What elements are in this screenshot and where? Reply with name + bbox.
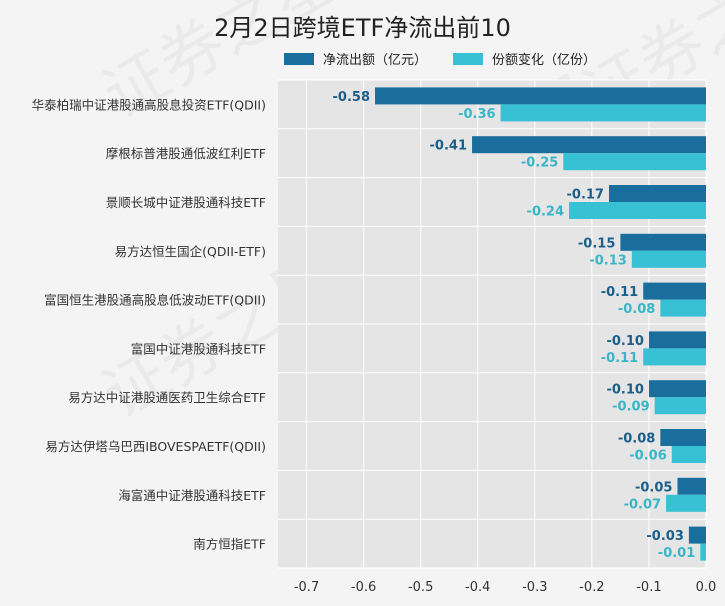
bar-share-change [631,250,706,268]
category-label: 景顺长城中证港股通科技ETF [106,195,266,210]
bar-share-change [643,348,706,366]
category-label: 易方达伊塔乌巴西IBOVESPAETF(QDII) [45,439,266,454]
grid-lines [278,79,707,569]
data-label-share-change: -0.09 [612,400,649,415]
data-label-share-change: -0.08 [618,302,655,317]
data-label-net-outflow: -0.41 [430,139,467,154]
data-label-share-change: -0.06 [629,449,666,464]
bar-net-outflow [608,185,706,202]
category-label: 易方达恒生国企(QDII-ETF) [115,244,266,259]
data-label-net-outflow: -0.11 [601,285,638,300]
data-label-share-change: -0.13 [589,253,626,268]
bar-share-change [700,543,706,561]
x-tick-label: -0.5 [408,580,433,595]
legend-label-share-change: 份额变化（亿份） [492,53,597,68]
bar-net-outflow [643,282,706,300]
bar-net-outflow [620,233,706,251]
data-label-net-outflow: -0.17 [567,188,604,203]
data-label-share-change: -0.25 [521,156,558,171]
bar-net-outflow [660,429,706,446]
legend-label-outflow: 净流出额（亿元） [323,53,428,68]
data-label-share-change: -0.36 [458,107,495,122]
bar-net-outflow [677,477,706,495]
legend-item-outflow: 净流出额（亿元） [284,49,427,68]
x-axis-ticks: -0.7 -0.6 -0.5 -0.4 -0.3 -0.2 -0.1 0.0 [294,580,716,595]
category-label: 南方恒指ETF [193,537,266,552]
x-tick-label: 0.0 [696,580,717,595]
bar-share-change [563,153,706,171]
bar-net-outflow [648,380,706,398]
data-label-net-outflow: -0.05 [635,480,672,495]
data-label-net-outflow: -0.08 [618,432,655,447]
bar-net-outflow [648,331,706,349]
bar-share-change [654,397,706,415]
data-label-net-outflow: -0.58 [333,90,370,105]
category-labels: 华泰柏瑞中证港股通高股息投资ETF(QDII) 摩根标普港股通低波红利ETF 景顺长… [32,97,266,551]
bar-net-outflow [472,136,706,154]
x-tick-label: -0.1 [636,580,661,595]
bar-share-change [671,446,706,463]
data-label-share-change: -0.24 [527,205,564,220]
x-tick-label: -0.6 [351,580,376,595]
bar-share-change [666,494,706,512]
x-tick-label: -0.4 [465,580,490,595]
data-label-net-outflow: -0.10 [606,383,643,398]
data-label-share-change: -0.01 [658,546,695,561]
x-tick-label: -0.7 [294,580,319,595]
bars [375,87,706,561]
bar-share-change [660,299,706,317]
data-label-share-change: -0.11 [601,351,638,366]
bar-share-change [500,104,706,122]
x-tick-label: -0.3 [522,580,547,595]
legend-item-share-change: 份额变化（亿份） [453,49,596,68]
category-label: 富国中证港股通科技ETF [131,341,266,356]
bar-net-outflow [375,87,706,105]
category-label: 华泰柏瑞中证港股通高股息投资ETF(QDII) [32,97,266,112]
category-label: 富国恒生港股通高股息低波动ETF(QDII) [44,293,266,308]
legend-swatch-outflow [284,52,314,65]
chart-title: 2月2日跨境ETF净流出前10 [214,14,511,42]
data-label-net-outflow: -0.15 [578,236,615,251]
legend: 净流出额（亿元） 份额变化（亿份） [284,49,622,68]
category-label: 摩根标普港股通低波红利ETF [106,146,266,161]
legend-swatch-share-change [453,52,484,65]
data-label-net-outflow: -0.10 [606,334,643,349]
bar-net-outflow [688,526,706,544]
data-labels: -0.58 -0.36 -0.41 -0.25 -0.17-0.24 -0.15 -0.13… [333,90,696,561]
data-label-share-change: -0.07 [624,497,661,512]
data-label-net-outflow: -0.03 [646,529,683,544]
category-label: 易方达中证港股通医药卫生综合ETF [68,390,266,405]
bar-share-change [569,202,706,219]
x-tick-label: -0.2 [579,580,604,595]
category-label: 海富通中证港股通科技ETF [118,488,266,503]
